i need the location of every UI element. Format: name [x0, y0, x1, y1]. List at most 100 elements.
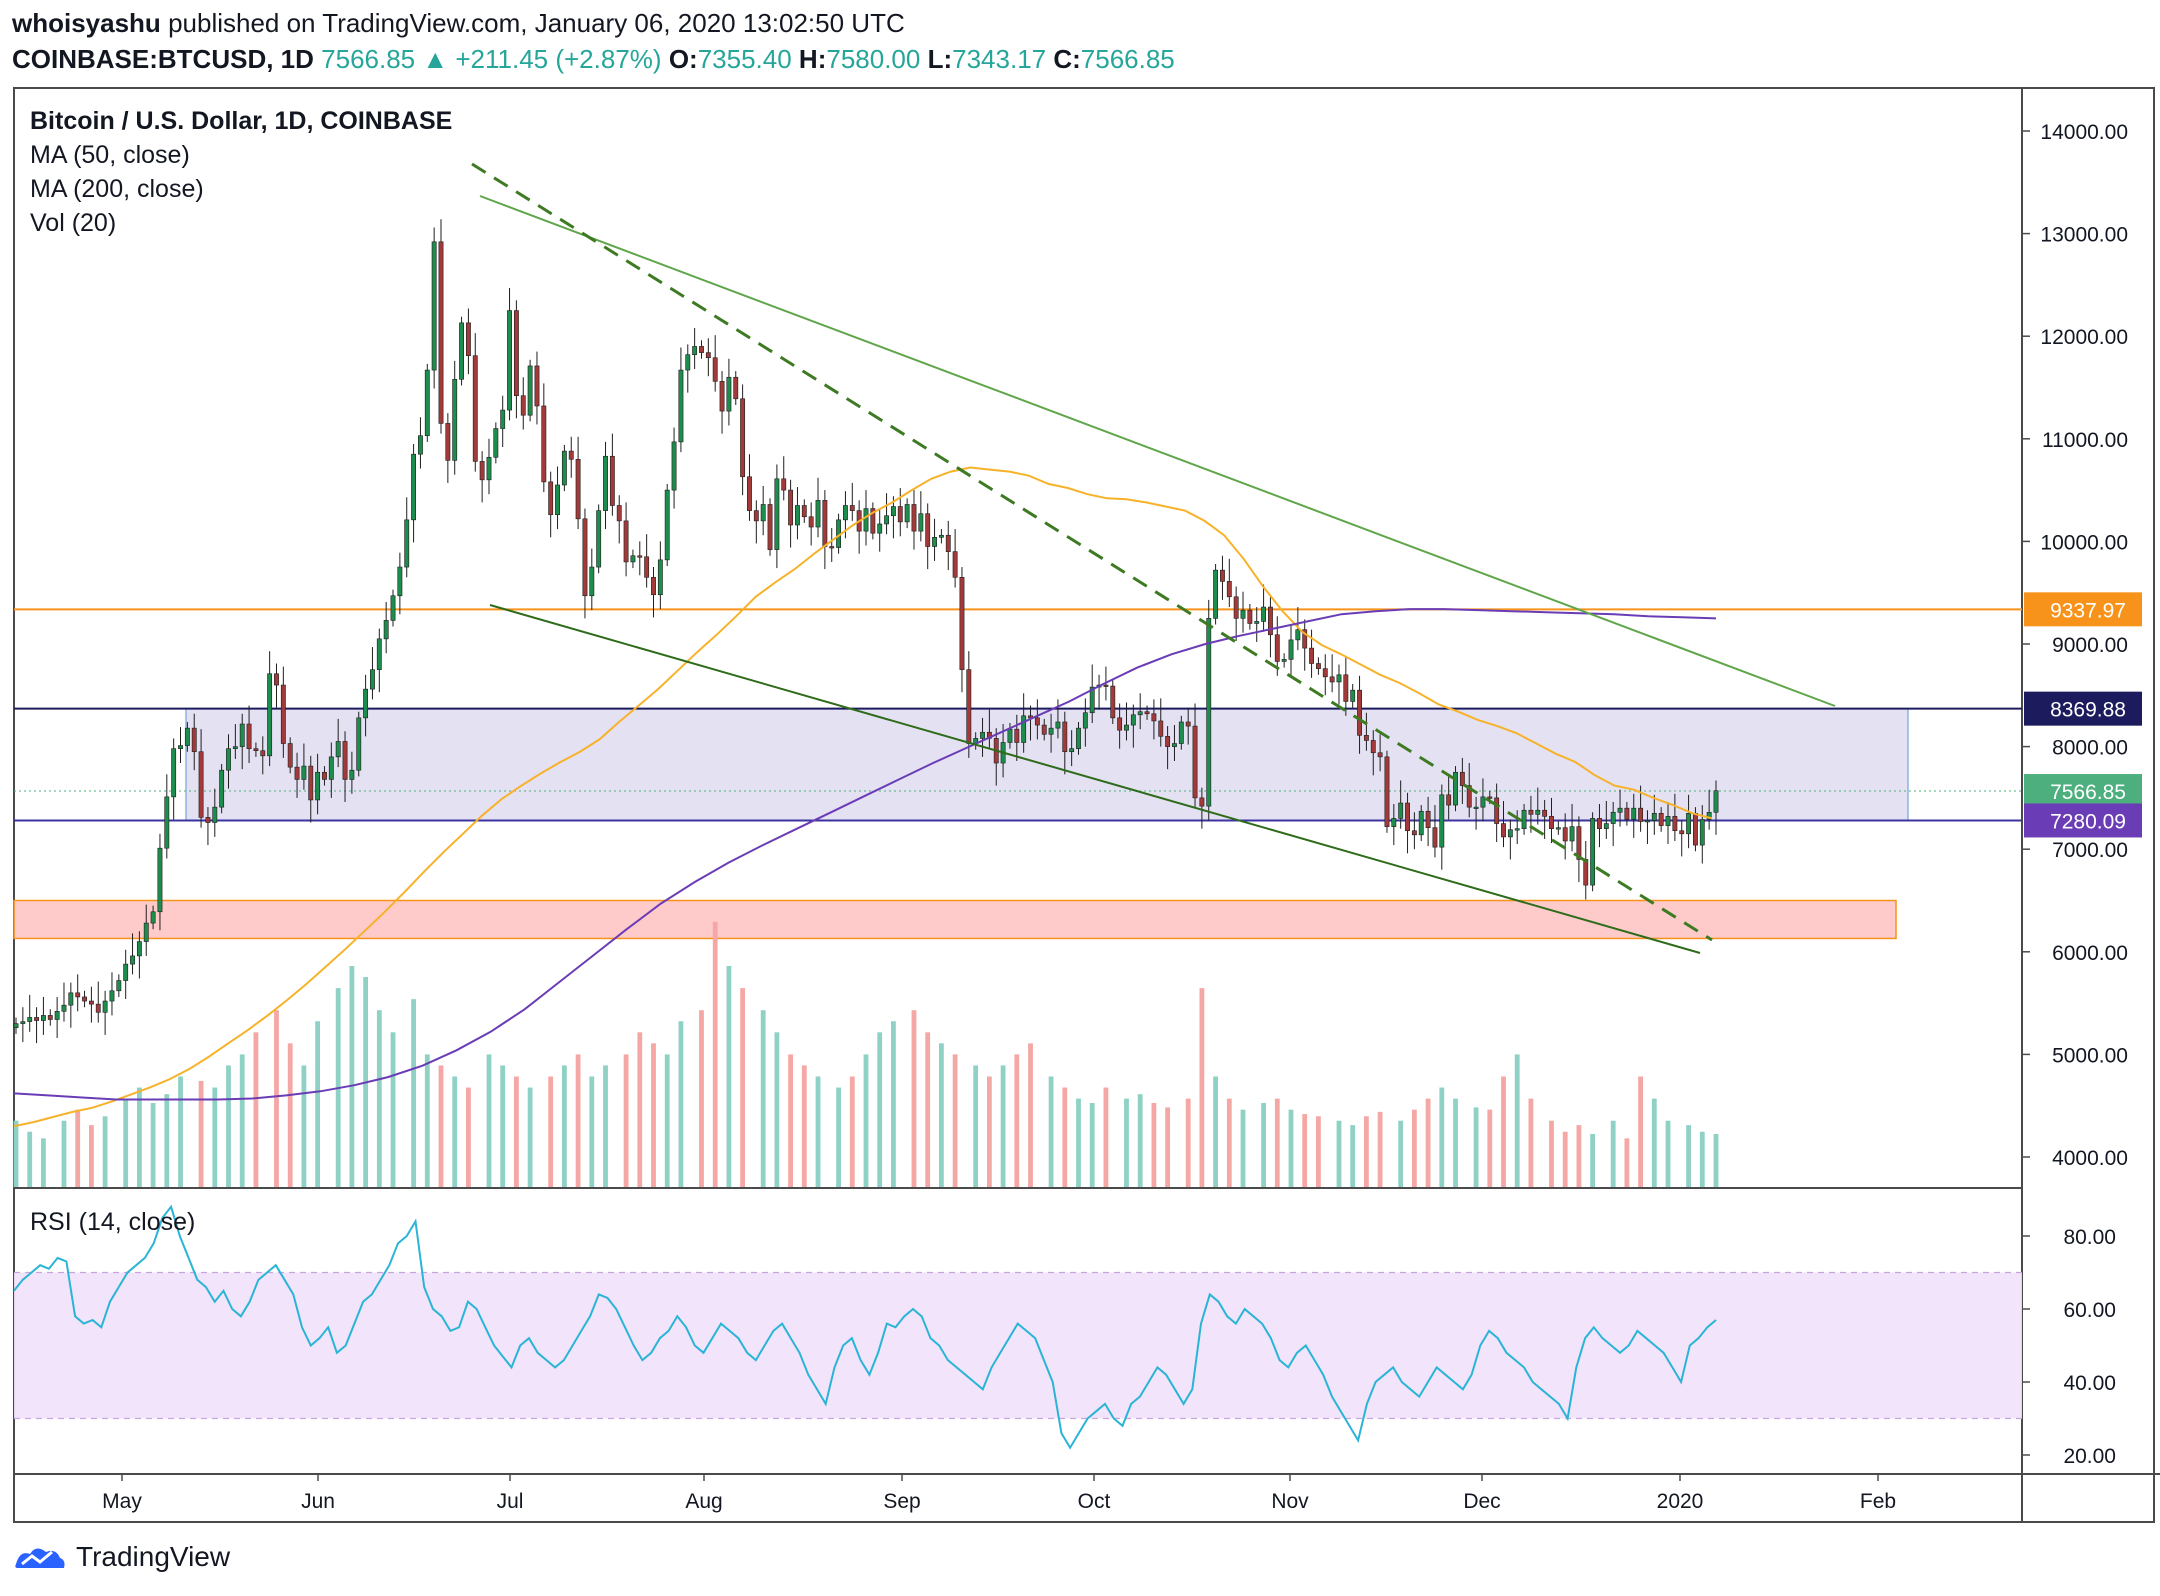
- candle-up: [20, 1021, 26, 1024]
- y-tick-label: 13000.00: [2040, 224, 2128, 247]
- volume-bar: [1062, 1087, 1068, 1187]
- volume-bar: [1124, 1098, 1129, 1187]
- candle-down: [479, 461, 485, 481]
- candle-up: [13, 1023, 19, 1029]
- candle-up: [1178, 721, 1184, 744]
- candle-down: [1494, 797, 1500, 824]
- candle-up: [370, 669, 375, 690]
- price-label-box: [2024, 803, 2142, 838]
- volume-bar: [301, 1065, 307, 1187]
- volume-bar: [561, 1065, 567, 1187]
- candle-down: [541, 405, 547, 483]
- candle-up: [136, 941, 142, 957]
- low-value: 7343.17: [952, 44, 1047, 74]
- candle-down: [1487, 796, 1493, 799]
- candlesticks: [13, 219, 1719, 1044]
- candle-up: [843, 505, 848, 521]
- candle-down: [445, 423, 451, 461]
- candle-up: [178, 745, 183, 749]
- volume-bar: [123, 1098, 129, 1187]
- candle-down: [246, 723, 252, 749]
- candle-down: [1583, 859, 1589, 886]
- candle-up: [1261, 606, 1267, 622]
- volume-bar: [1199, 988, 1205, 1187]
- candle-up: [184, 727, 190, 746]
- price-label-text: 8369.88: [2050, 699, 2126, 722]
- candle-up: [664, 489, 670, 561]
- candle-down: [1151, 713, 1157, 722]
- volume-bar: [75, 1109, 81, 1187]
- footer-brand[interactable]: TradingView: [12, 1540, 230, 1574]
- candle-up: [1555, 827, 1561, 830]
- candle-down: [808, 516, 814, 528]
- author-name[interactable]: whoisyashu: [12, 8, 161, 38]
- volume-bar: [1528, 1098, 1534, 1187]
- volume-bar: [1316, 1116, 1321, 1187]
- candle-up: [54, 1011, 60, 1020]
- candle-down: [644, 556, 650, 578]
- volume-bar: [376, 1010, 382, 1187]
- candle-up: [376, 638, 382, 670]
- candle-down: [781, 478, 787, 491]
- rsi-line: [13, 1204, 1717, 1450]
- candle-up: [596, 510, 602, 568]
- candle-up: [630, 555, 636, 563]
- volume-bar: [637, 1032, 643, 1187]
- candle-up: [1645, 820, 1650, 823]
- volume-bar: [150, 1103, 156, 1187]
- candle-down: [1459, 771, 1465, 786]
- candle-down: [609, 455, 615, 506]
- rsi-tick-label: 80.00: [2063, 1226, 2116, 1249]
- candle-up: [418, 435, 423, 455]
- candle-down: [1542, 809, 1548, 817]
- candle-down: [1693, 812, 1698, 846]
- candle-up: [383, 620, 389, 640]
- candle-up: [603, 455, 608, 511]
- chart-legend: Bitcoin / U.S. Dollar, 1D, COINBASE MA (…: [30, 107, 452, 1236]
- candle-down: [1562, 827, 1568, 842]
- y-tick-label: 6000.00: [2052, 942, 2128, 965]
- volume-bar: [1590, 1133, 1596, 1187]
- candle-down: [1165, 736, 1171, 747]
- open-value: 7355.40: [697, 44, 792, 74]
- volume-bar: [1453, 1098, 1458, 1187]
- volume-bar: [89, 1125, 94, 1187]
- y-tick-label: 5000.00: [2052, 1044, 2128, 1067]
- candle-up: [795, 505, 800, 526]
- candle-down: [1446, 794, 1452, 806]
- volume-bar: [1576, 1125, 1582, 1187]
- volume-bar: [973, 1065, 979, 1187]
- volume-bar: [1411, 1109, 1417, 1187]
- volume-bar: [1686, 1125, 1691, 1187]
- candle-up: [157, 847, 163, 913]
- rsi-band: [14, 1272, 2022, 1419]
- candle-down: [747, 476, 752, 511]
- volume-bar: [1185, 1098, 1191, 1187]
- candle-up: [109, 990, 115, 1002]
- candle-up: [411, 453, 417, 521]
- candle-up: [239, 723, 245, 747]
- candle-up: [349, 769, 355, 780]
- candle-up: [1130, 714, 1136, 726]
- volume-bar: [1377, 1111, 1383, 1187]
- candle-up: [212, 806, 218, 823]
- candle-down: [849, 505, 855, 511]
- volume-bar: [1364, 1116, 1369, 1187]
- candle-up: [27, 1017, 33, 1022]
- candle-up: [774, 478, 780, 550]
- volume-bar: [1501, 1076, 1506, 1187]
- candle-down: [699, 346, 704, 353]
- candle-up: [219, 769, 225, 808]
- candle-up: [657, 559, 663, 596]
- candle-down: [1302, 629, 1308, 649]
- y-tick-label: 11000.00: [2042, 429, 2128, 452]
- time-axis: May Jun Jul Aug Sep Oct Nov Dec 2020 Feb: [102, 1474, 1896, 1513]
- volume-bar: [952, 1054, 958, 1187]
- x-tick-label: May: [102, 1490, 142, 1513]
- volume-bar: [424, 1054, 430, 1187]
- candle-down: [513, 310, 519, 397]
- candle-up: [404, 519, 410, 568]
- candle-up: [1418, 810, 1424, 836]
- candle-down: [1329, 676, 1335, 683]
